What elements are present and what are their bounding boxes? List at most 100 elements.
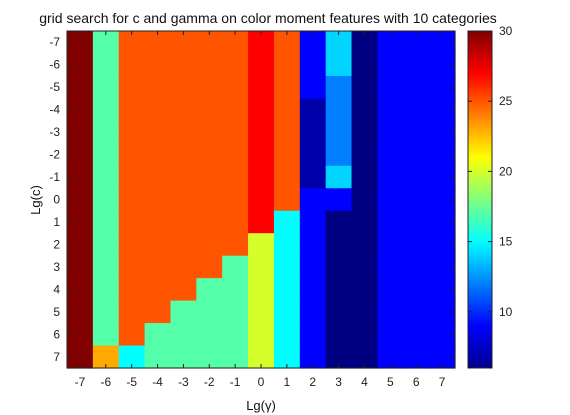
heatmap-cell bbox=[351, 233, 378, 257]
heatmap-cell bbox=[92, 210, 120, 234]
heatmap-cell bbox=[144, 300, 172, 324]
heatmap-cell bbox=[403, 233, 430, 257]
heatmap-cell bbox=[325, 98, 353, 122]
heatmap-cell bbox=[429, 98, 456, 122]
heatmap-cell bbox=[170, 188, 197, 212]
y-tick-label: -1 bbox=[49, 170, 60, 184]
heatmap-cell bbox=[403, 120, 430, 144]
heatmap-cell bbox=[429, 143, 456, 167]
heatmap-cell bbox=[222, 300, 249, 324]
heatmap-cell bbox=[222, 345, 249, 369]
heatmap-cell bbox=[273, 98, 301, 122]
heatmap-cell bbox=[196, 75, 223, 99]
heatmap-cell bbox=[299, 188, 327, 212]
heatmap-cell bbox=[196, 233, 223, 257]
heatmap-cell bbox=[377, 345, 404, 369]
heatmap-cell bbox=[144, 210, 172, 234]
heatmap-cell bbox=[92, 278, 120, 302]
heatmap-cell bbox=[429, 345, 456, 369]
heatmap-cell bbox=[222, 165, 249, 189]
heatmap-cell bbox=[144, 323, 172, 347]
heatmap-cell bbox=[67, 53, 94, 77]
heatmap-cell bbox=[429, 233, 456, 257]
heatmap-cell bbox=[377, 188, 404, 212]
heatmap-cell bbox=[170, 75, 197, 99]
heatmap-cell bbox=[351, 53, 378, 77]
heatmap-cell bbox=[67, 255, 94, 279]
heatmap-cell bbox=[351, 345, 378, 369]
heatmap-cell bbox=[67, 278, 94, 302]
heatmap-cell bbox=[325, 255, 353, 279]
heatmap-cell bbox=[403, 165, 430, 189]
heatmap-cell bbox=[222, 120, 249, 144]
heatmap-cell bbox=[299, 120, 327, 144]
heatmap-cell bbox=[273, 278, 301, 302]
heatmap-cell bbox=[429, 210, 456, 234]
heatmap-cell bbox=[325, 120, 353, 144]
heatmap-cell bbox=[222, 53, 249, 77]
heatmap-cell bbox=[248, 233, 275, 257]
y-tick-label: -7 bbox=[49, 35, 60, 49]
x-tick-label: 1 bbox=[284, 375, 291, 389]
heatmap-cell bbox=[144, 165, 172, 189]
heatmap-cell bbox=[170, 300, 197, 324]
heatmap-cell bbox=[92, 98, 120, 122]
heatmap-cell bbox=[248, 300, 275, 324]
x-tick-label: -3 bbox=[178, 375, 189, 389]
heatmap-cell bbox=[144, 98, 172, 122]
heatmap-cell bbox=[299, 31, 327, 55]
heatmap-cell bbox=[351, 255, 378, 279]
x-tick-label: 7 bbox=[439, 375, 446, 389]
x-tick-label: 4 bbox=[361, 375, 368, 389]
heatmap-cell bbox=[403, 188, 430, 212]
heatmap-cell bbox=[144, 345, 172, 369]
y-tick-label: -5 bbox=[49, 80, 60, 94]
heatmap-cell bbox=[377, 255, 404, 279]
heatmap-cell bbox=[403, 53, 430, 77]
heatmap-cell bbox=[351, 323, 378, 347]
colorbar-tick-label: 20 bbox=[499, 164, 513, 178]
heatmap-cell bbox=[170, 323, 197, 347]
heatmap-cell bbox=[299, 345, 327, 369]
heatmap-cell bbox=[325, 278, 353, 302]
heatmap-cell bbox=[144, 120, 172, 144]
x-tick-label: 3 bbox=[335, 375, 342, 389]
y-axis-ticks: -7 -6 -5 -4 -3 -2 -1 0 1 2 3 4 5 6 7 bbox=[49, 35, 455, 364]
y-axis-label: Lg(c) bbox=[28, 185, 43, 215]
heatmap-cell bbox=[118, 255, 146, 279]
heatmap-cell bbox=[299, 278, 327, 302]
heatmap-cell bbox=[377, 143, 404, 167]
y-tick-label: -3 bbox=[49, 125, 60, 139]
heatmap-cell bbox=[118, 120, 146, 144]
heatmap-cell bbox=[67, 323, 94, 347]
colorbar-ticks: 10 15 20 25 30 bbox=[468, 24, 513, 319]
heatmap-cell bbox=[429, 31, 456, 55]
heatmap-cell bbox=[429, 75, 456, 99]
heatmap-cell bbox=[273, 323, 301, 347]
heatmap-cell bbox=[351, 278, 378, 302]
heatmap-cell bbox=[429, 188, 456, 212]
heatmap-cell bbox=[248, 255, 275, 279]
heatmap-cell bbox=[144, 233, 172, 257]
heatmap-cell bbox=[67, 143, 94, 167]
heatmap-cell bbox=[325, 233, 353, 257]
heatmap-cell bbox=[403, 31, 430, 55]
heatmap-cells bbox=[67, 31, 456, 369]
heatmap-cell bbox=[248, 98, 275, 122]
heatmap-cell bbox=[325, 75, 353, 99]
heatmap-cell bbox=[222, 143, 249, 167]
heatmap-cell bbox=[118, 210, 146, 234]
heatmap-cell bbox=[196, 300, 223, 324]
heatmap-cell bbox=[144, 31, 172, 55]
y-tick-label: -2 bbox=[49, 148, 60, 162]
heatmap-cell bbox=[67, 188, 94, 212]
heatmap-cell bbox=[403, 278, 430, 302]
heatmap-cell bbox=[429, 120, 456, 144]
heatmap-cell bbox=[248, 165, 275, 189]
heatmap-cell bbox=[248, 188, 275, 212]
heatmap-cell bbox=[170, 278, 197, 302]
heatmap-cell bbox=[118, 300, 146, 324]
heatmap-cell bbox=[377, 300, 404, 324]
heatmap-cell bbox=[196, 53, 223, 77]
heatmap-cell bbox=[325, 165, 353, 189]
